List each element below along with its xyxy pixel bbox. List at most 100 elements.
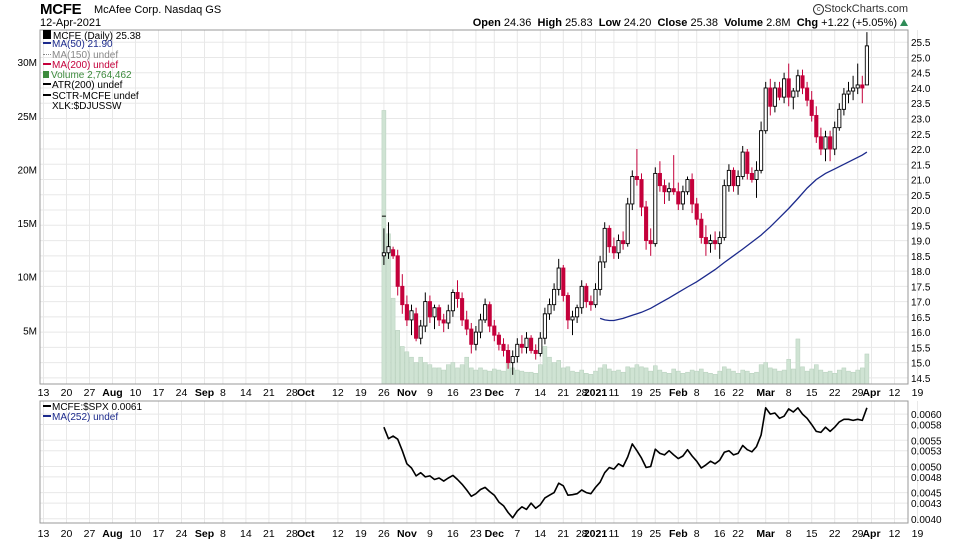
main-legend-item: Volume 2,764,462 <box>43 71 141 81</box>
volume-bar <box>390 297 396 385</box>
volume-bar <box>584 373 589 385</box>
date-tick-label: 21 <box>263 528 275 540</box>
candle-icon <box>43 30 51 39</box>
date-tick-label: 28 <box>576 528 588 540</box>
main-grid <box>40 30 918 384</box>
main-legend-item: SCTR-MCFE undef <box>43 91 141 102</box>
candle-body <box>565 295 570 321</box>
candle-body <box>800 75 805 89</box>
volume-bar <box>625 366 630 385</box>
price-tick-label: 17.0 <box>911 298 931 309</box>
date-tick-label: 25 <box>649 387 661 399</box>
candle-body <box>423 301 428 327</box>
volume-bar <box>749 373 755 385</box>
volume-bar <box>814 364 819 385</box>
main-legend-item: MA(50) 21.90 <box>43 40 141 50</box>
date-tick-label: 8 <box>786 528 792 540</box>
volume-bar <box>565 366 571 385</box>
date-tick-label: 19 <box>355 528 367 540</box>
date-tick-label: 14 <box>534 528 546 540</box>
volume-bar <box>602 364 607 385</box>
volume-bar <box>588 374 594 385</box>
candle-body <box>680 191 685 205</box>
price-tick-label: 21.5 <box>911 160 931 171</box>
main-legend-text: Volume 2,764,462 <box>51 70 132 82</box>
volume-bar <box>524 371 529 385</box>
volume-bar <box>786 359 791 385</box>
volume-bar <box>735 373 741 385</box>
candle-body <box>745 151 750 174</box>
candle-body <box>501 343 506 351</box>
date-tick-label: Oct <box>297 387 315 399</box>
candle-body <box>483 304 488 321</box>
candle-body <box>777 87 782 98</box>
volume-bar <box>634 364 640 385</box>
candle-body <box>625 203 630 245</box>
lower-legend-text: MA(252) undef <box>52 412 119 424</box>
volume-icon <box>43 71 49 79</box>
up-arrow-icon <box>900 19 908 26</box>
line-icon <box>43 415 51 418</box>
price-tick-label: 18.0 <box>911 267 931 278</box>
candle-body <box>671 188 676 193</box>
volume-bar <box>703 371 709 385</box>
candle-body <box>667 188 672 193</box>
main-legend-item: MCFE (Daily) 25.38 <box>43 30 141 42</box>
price-tick-label: 14.5 <box>911 374 931 385</box>
volume-bar <box>492 368 497 385</box>
axis-labels: 14.5 15.0 15.5 16.0 16.5 17.0 17.5 18.0 18.5 19.0… <box>18 38 942 540</box>
volume-bar <box>648 370 653 385</box>
main-panel-frame <box>39 29 909 385</box>
ratio-tick-label: 0.0045 <box>911 489 942 500</box>
date-tick-label: 28 <box>286 387 298 399</box>
price-tick-label: 20.0 <box>911 206 931 217</box>
date-tick-label: 26 <box>378 528 390 540</box>
lower-legend-item: MA(252) undef <box>43 413 142 423</box>
company-name: McAfee Corp. <box>94 4 162 16</box>
date-tick-label: Apr <box>862 528 880 540</box>
date-tick-label: 21 <box>263 387 275 399</box>
date-tick-label: Apr <box>862 387 880 399</box>
candle-body <box>855 84 860 89</box>
candle-body <box>524 337 529 348</box>
date-tick-label: 21 <box>557 528 569 540</box>
volume-bar <box>795 338 801 385</box>
candle-body <box>644 206 649 242</box>
candle-body <box>662 185 667 193</box>
volume-bar <box>469 367 474 385</box>
date-tick-label: 9 <box>427 528 433 540</box>
volume-bar <box>699 368 704 385</box>
date-tick-label: 11 <box>608 387 619 399</box>
date-tick-label: 19 <box>631 528 643 540</box>
candle-body <box>427 301 432 318</box>
volume-tick-label: 30M <box>18 58 37 69</box>
date-tick-label: 19 <box>631 387 643 399</box>
candle-body <box>386 246 391 254</box>
volume-value: 2.8M <box>766 17 791 29</box>
volume-bar <box>657 369 663 385</box>
candle-body <box>529 337 534 351</box>
price-tick-label: 20.5 <box>911 191 931 202</box>
volume-bar <box>441 369 446 385</box>
candle-body <box>455 291 460 300</box>
date-tick-label: Mar <box>756 528 775 540</box>
volume-bar <box>427 364 433 385</box>
low-value: 24.20 <box>623 17 652 29</box>
chart-header: MCFE McAfee Corp. Nasdaq GS 12-Apr-2021 … <box>40 0 908 30</box>
line-icon <box>43 405 51 407</box>
volume-bar <box>653 365 658 385</box>
candle-body <box>446 310 451 324</box>
volume-bar <box>432 367 437 385</box>
volume-bar <box>754 371 759 385</box>
date-tick-label: 22 <box>732 528 744 540</box>
copyright-text: StockCharts.com <box>824 3 908 15</box>
date-tick-label: 14 <box>240 528 252 540</box>
date-tick-label: Dec <box>485 528 504 540</box>
date-tick-label: 17 <box>153 528 165 540</box>
volume-bar <box>860 367 865 385</box>
candles <box>381 32 869 375</box>
candle-body <box>694 203 699 220</box>
volume-bar <box>413 362 419 385</box>
volume-bar <box>763 362 768 385</box>
volume-bar <box>643 367 649 385</box>
